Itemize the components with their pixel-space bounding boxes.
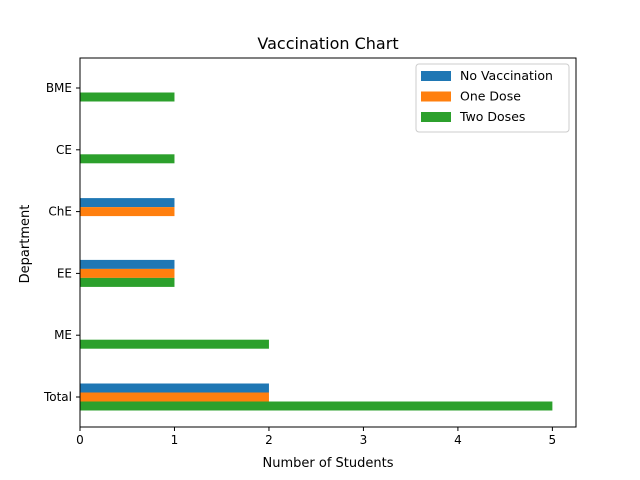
y-axis-label: Department <box>18 205 33 284</box>
x-tick-label: 4 <box>454 433 462 447</box>
x-tick-label: 0 <box>76 433 84 447</box>
x-tick-label: 3 <box>360 433 368 447</box>
bar-one-dose-che <box>80 207 175 217</box>
legend-box <box>415 63 570 133</box>
legend: No Vaccination One Dose Two Doses <box>415 63 570 133</box>
bar-one-dose-total <box>80 392 269 402</box>
bar-two-doses-total <box>80 401 553 411</box>
x-axis: 0 1 2 3 4 5 <box>76 427 556 447</box>
y-tick-label: BME <box>46 81 72 95</box>
axes-frame <box>79 57 577 428</box>
legend-label: No Vaccination <box>460 68 553 83</box>
bar-two-doses-ee <box>80 277 175 287</box>
legend-label: Two Doses <box>459 109 525 124</box>
y-axis: Total ME EE ChE CE BME <box>43 81 80 404</box>
bar-no-vaccination-ee <box>80 259 175 269</box>
x-tick-label: 5 <box>549 433 557 447</box>
bar-one-dose-ee <box>80 268 175 278</box>
y-tick-label: Total <box>43 390 72 404</box>
legend-swatch <box>421 71 451 81</box>
chart-title: Vaccination Chart <box>257 34 398 53</box>
bar-two-doses-ce <box>80 154 175 164</box>
legend-label: One Dose <box>460 89 521 104</box>
legend-swatch <box>421 112 451 122</box>
y-tick-label: ME <box>54 328 72 342</box>
legend-swatch <box>421 91 451 102</box>
y-tick-label: ChE <box>48 205 72 219</box>
bar-two-doses-me <box>80 339 269 349</box>
bar-two-doses-bme <box>80 92 175 102</box>
bar-no-vaccination-total <box>80 383 269 393</box>
y-tick-label: CE <box>56 143 72 157</box>
y-tick-label: EE <box>57 266 72 280</box>
x-tick-label: 2 <box>265 433 273 447</box>
plot-area <box>80 92 553 411</box>
x-tick-label: 1 <box>171 433 179 447</box>
x-axis-label: Number of Students <box>263 456 394 471</box>
bar-no-vaccination-che <box>80 198 175 208</box>
